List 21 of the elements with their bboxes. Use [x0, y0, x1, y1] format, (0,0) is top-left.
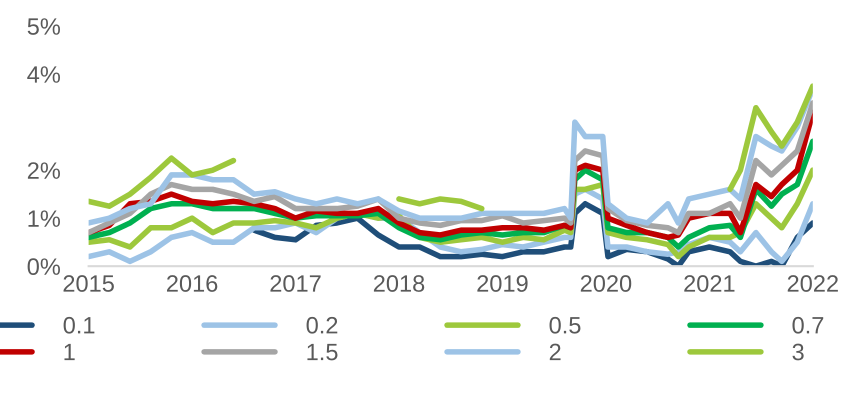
x-tick-label: 2016: [166, 275, 218, 292]
y-tick-label: 4%: [27, 66, 60, 83]
y-tick-label: 2%: [28, 162, 60, 179]
legend-label: 0.2: [306, 316, 338, 334]
x-tick-label: 2017: [270, 275, 321, 292]
x-tick-label: 2018: [374, 275, 424, 292]
legend-label: 2: [550, 344, 561, 360]
x-tick-label: 2021: [684, 275, 734, 292]
x-tick-label: 2020: [580, 275, 632, 292]
x-tick-label: 2015: [64, 275, 114, 292]
legend-label: 1: [64, 344, 75, 360]
x-tick-label: 2022: [788, 275, 838, 292]
legend-label: 3: [792, 344, 804, 360]
legend-label: 0.1: [64, 316, 94, 334]
y-tick-label: 1%: [28, 210, 60, 227]
legend-label: 0.7: [792, 316, 824, 334]
y-tick-label: 5%: [28, 18, 60, 35]
legend-label: 1.5: [307, 344, 338, 360]
legend-label: 0.5: [550, 316, 580, 334]
x-tick-label: 2019: [477, 275, 528, 292]
y-tick-label: 0%: [28, 258, 60, 275]
